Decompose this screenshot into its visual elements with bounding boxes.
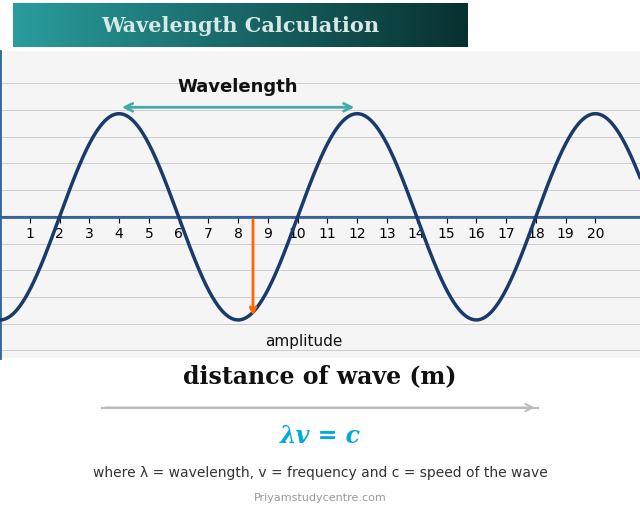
Text: distance of wave (m): distance of wave (m) <box>183 365 457 389</box>
Text: where λ = wavelength, v = frequency and c = speed of the wave: where λ = wavelength, v = frequency and … <box>93 466 547 480</box>
Text: Wavelength: Wavelength <box>178 77 298 96</box>
Text: Priyamstudycentre.com: Priyamstudycentre.com <box>253 493 387 503</box>
Text: λv = c: λv = c <box>280 424 360 449</box>
Text: amplitude: amplitude <box>265 334 342 349</box>
Text: Wavelength Calculation: Wavelength Calculation <box>101 15 379 36</box>
